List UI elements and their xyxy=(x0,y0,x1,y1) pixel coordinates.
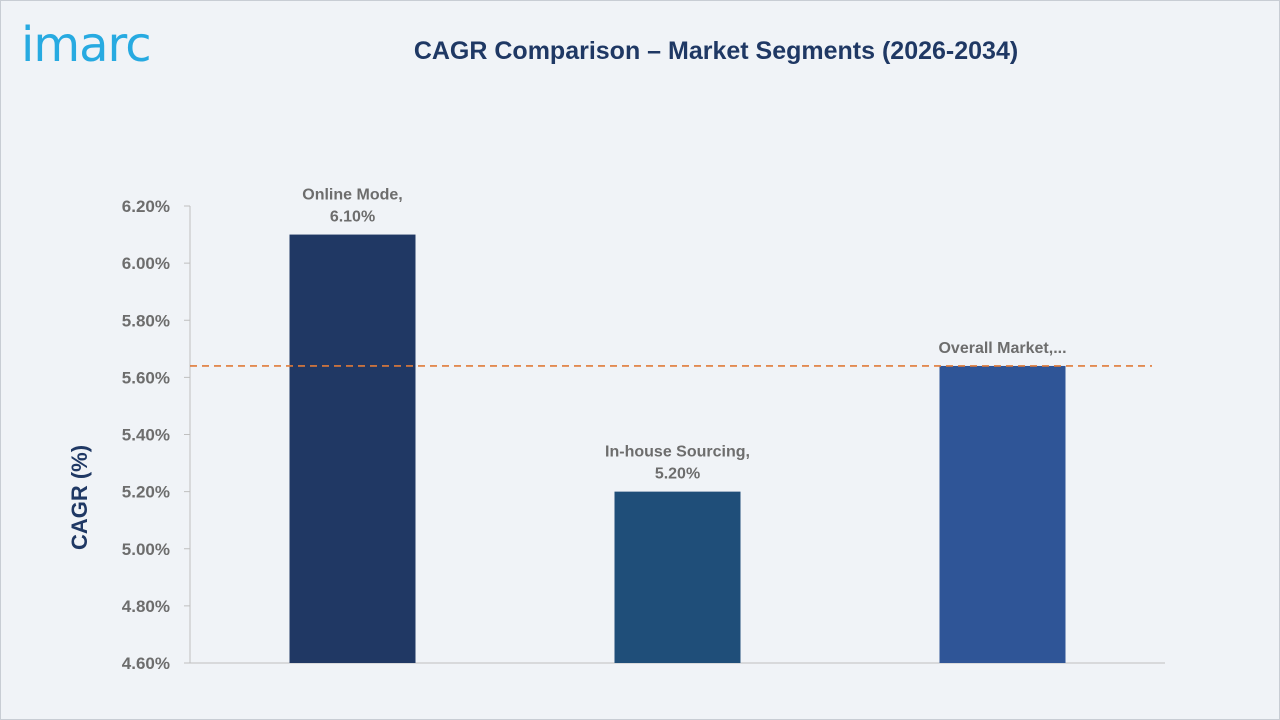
y-tick-label: 5.40% xyxy=(122,426,170,445)
data-label: Online Mode, xyxy=(302,187,402,204)
y-tick-label: 5.20% xyxy=(122,483,170,502)
chart-bars xyxy=(289,234,1066,663)
chart-data-labels: Online Mode, 6.10% In-house Sourcing, 5.20%… xyxy=(302,187,1066,483)
data-label: Overall Market,... xyxy=(938,340,1066,357)
y-tick-label: 6.00% xyxy=(122,254,170,273)
chart-axes: 4.60% 4.80% 5.00% 5.20% 5.40% 5.60% 5.80% 6.00%… xyxy=(122,197,1165,673)
chart-title: CAGR Comparison – Market Segments (2026-… xyxy=(413,37,1019,65)
y-tick-label: 5.80% xyxy=(122,311,170,330)
y-tick-label: 5.60% xyxy=(122,368,170,387)
y-axis-label: CAGR (%) xyxy=(67,445,92,550)
data-label: In-house Sourcing, xyxy=(605,444,750,461)
bar-online-mode xyxy=(289,234,416,663)
y-tick-label: 4.60% xyxy=(122,654,170,673)
logo-text: imarc xyxy=(21,17,152,73)
y-tick-label: 4.80% xyxy=(122,597,170,616)
bar-overall-market xyxy=(939,365,1066,663)
imarc-logo: imarc xyxy=(21,17,152,81)
y-tick-label: 5.00% xyxy=(122,540,170,559)
data-label: 6.10% xyxy=(330,209,375,226)
data-label: 5.20% xyxy=(655,466,700,483)
bar-in-house-sourcing xyxy=(614,491,741,663)
y-tick-label: 6.20% xyxy=(122,197,170,216)
